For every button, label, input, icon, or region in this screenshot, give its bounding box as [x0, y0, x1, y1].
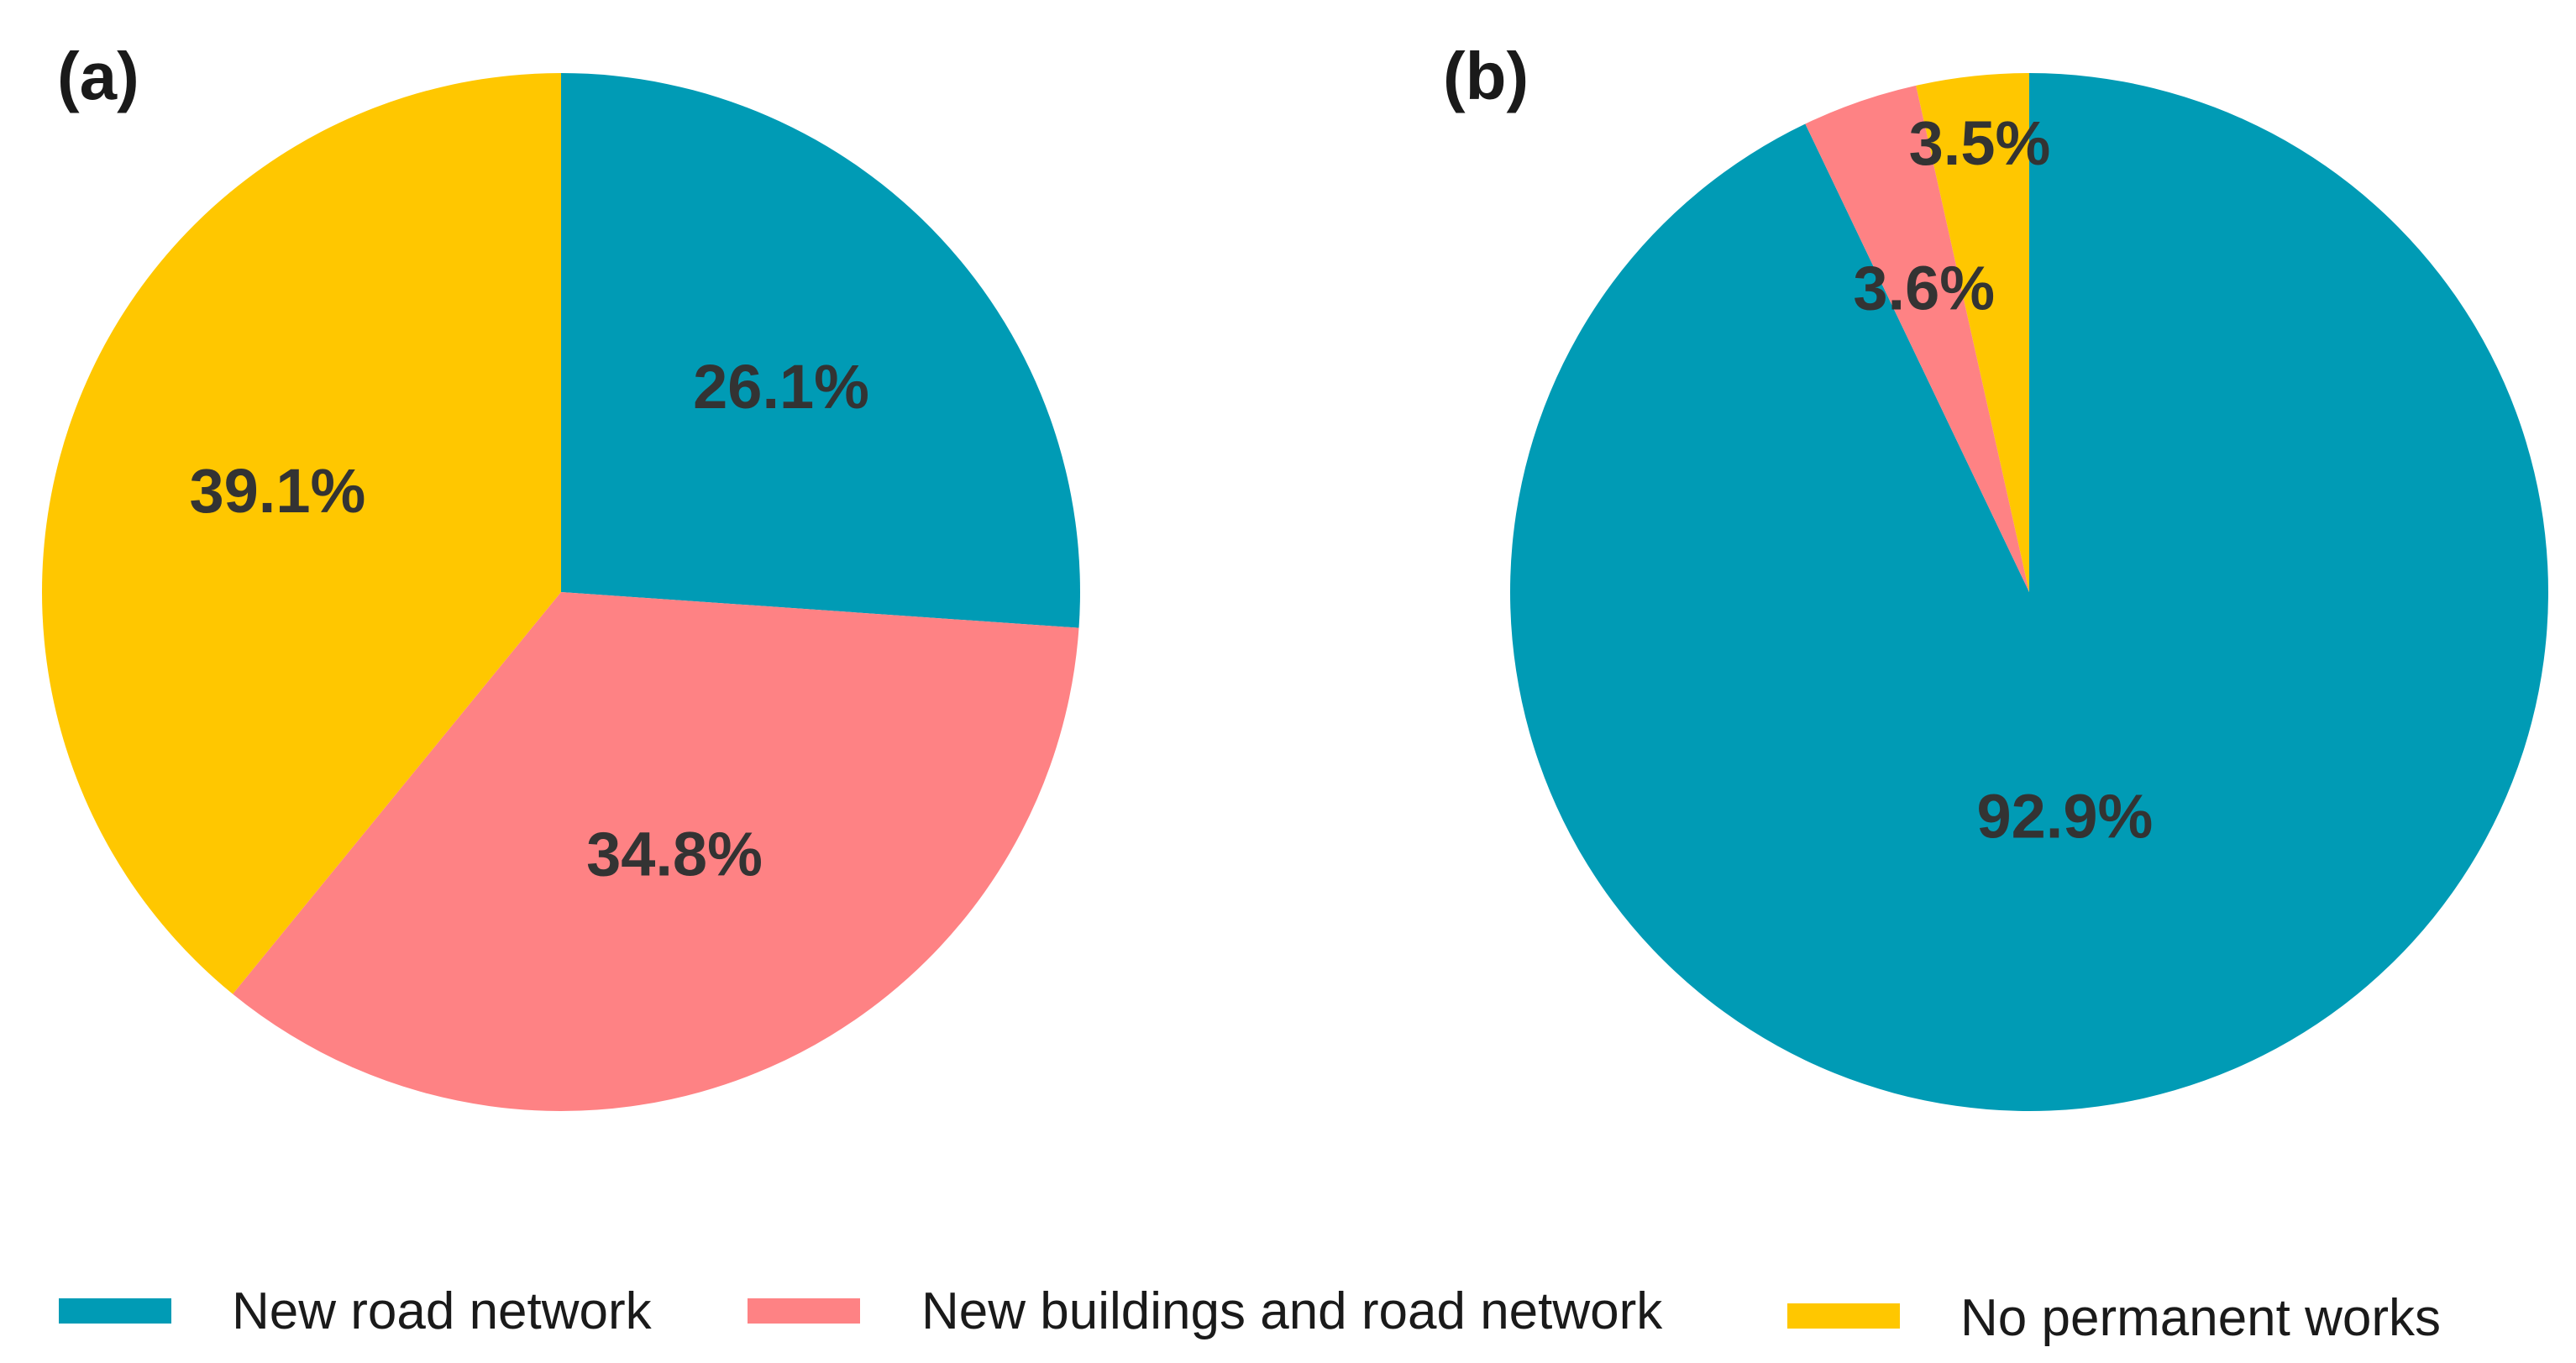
- legend-label-new-buildings-and-road-network: New buildings and road network: [921, 1282, 1663, 1340]
- pie-slice-label-b-no-permanent-works: 3.5%: [1909, 108, 2051, 178]
- pie-slice-labels-b: 92.9% 3.6% 3.5%: [1853, 108, 2153, 851]
- pie-slice-b-new-road-network: [1509, 73, 2548, 1112]
- pie-slice-label-a-no-permanent-works: 39.1%: [189, 456, 365, 526]
- legend-item-new-road-network: New road network: [59, 1282, 653, 1340]
- pie-slice-a-new-road-network: [561, 73, 1080, 628]
- legend-item-no-permanent-works: No permanent works: [1787, 1289, 2441, 1347]
- legend-swatch-new-buildings-and-road-network: [748, 1298, 860, 1324]
- legend: New road network New buildings and road …: [59, 1282, 2441, 1347]
- pie-slice-label-b-new-road-network: 92.9%: [1976, 781, 2153, 851]
- pie-slice-label-a-new-buildings-and-road-network: 34.8%: [586, 819, 763, 889]
- pie-slice-b-new-buildings-and-road-network: [1805, 85, 2029, 592]
- pie-chart-a: (a) 26.1% 34.8% 39.1%: [42, 39, 1080, 1111]
- pie-slice-a-no-permanent-works: [42, 73, 562, 994]
- pie-slice-b-no-permanent-works: [1916, 73, 2029, 592]
- pie-chart-b: (b) 92.9% 3.6% 3.5%: [1443, 39, 2548, 1112]
- pie-slices-b: [1509, 73, 2548, 1112]
- pie-slice-labels-a: 26.1% 34.8% 39.1%: [189, 352, 869, 889]
- pie-slices-a: [42, 73, 1080, 1111]
- panel-label-b: (b): [1443, 39, 1529, 113]
- legend-item-new-buildings-and-road-network: New buildings and road network: [748, 1282, 1663, 1340]
- legend-label-new-road-network: New road network: [232, 1282, 653, 1340]
- panel-label-a: (a): [57, 39, 139, 113]
- legend-swatch-new-road-network: [59, 1298, 171, 1324]
- legend-swatch-no-permanent-works: [1787, 1303, 1900, 1329]
- pie-slice-label-b-new-buildings-and-road-network: 3.6%: [1853, 253, 1995, 322]
- pie-slice-label-a-new-road-network: 26.1%: [693, 352, 869, 422]
- pie-slice-a-new-buildings-and-road-network: [233, 592, 1079, 1111]
- legend-label-no-permanent-works: No permanent works: [1960, 1289, 2441, 1347]
